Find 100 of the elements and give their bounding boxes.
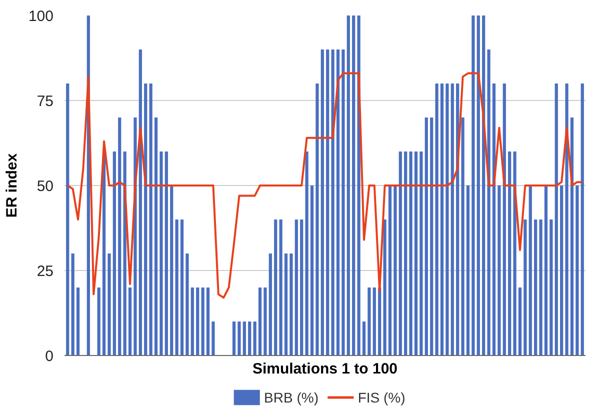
bar bbox=[544, 186, 548, 356]
bar bbox=[565, 84, 568, 356]
bar bbox=[388, 186, 392, 356]
bar bbox=[316, 84, 319, 356]
bar bbox=[450, 84, 454, 356]
bar bbox=[154, 118, 158, 356]
bar bbox=[201, 288, 204, 356]
legend-label: FIS (%) bbox=[358, 390, 406, 406]
bar bbox=[378, 288, 382, 356]
bar bbox=[414, 152, 418, 356]
bar bbox=[482, 16, 486, 356]
bar bbox=[248, 322, 252, 356]
bar bbox=[560, 186, 564, 356]
y-tick-label: 75 bbox=[36, 93, 54, 110]
bar bbox=[175, 220, 178, 356]
bar bbox=[97, 288, 100, 356]
bar bbox=[502, 84, 506, 356]
bar bbox=[186, 254, 189, 356]
bar bbox=[160, 152, 163, 356]
bar bbox=[206, 288, 210, 356]
bar bbox=[394, 186, 397, 356]
bar bbox=[352, 16, 356, 356]
bar bbox=[310, 186, 314, 356]
bar bbox=[357, 16, 360, 356]
line-series bbox=[66, 72, 584, 299]
bar bbox=[196, 288, 200, 356]
bar bbox=[362, 322, 366, 356]
bar bbox=[487, 50, 490, 356]
bar bbox=[326, 50, 330, 356]
y-tick-label: 50 bbox=[36, 178, 54, 195]
bar bbox=[534, 220, 538, 356]
bar bbox=[383, 220, 386, 356]
bar bbox=[279, 220, 282, 356]
y-axis-title: ER index bbox=[3, 152, 20, 218]
bar bbox=[108, 254, 111, 356]
bar bbox=[368, 288, 371, 356]
bar bbox=[409, 152, 412, 356]
bar bbox=[570, 118, 574, 356]
bar bbox=[238, 322, 241, 356]
bar bbox=[180, 220, 184, 356]
bar bbox=[232, 322, 236, 356]
bar bbox=[71, 254, 74, 356]
bar bbox=[149, 84, 152, 356]
bar bbox=[539, 220, 542, 356]
bar bbox=[76, 288, 80, 356]
bar bbox=[118, 118, 122, 356]
bar bbox=[294, 220, 298, 356]
y-tick-label: 25 bbox=[36, 263, 54, 280]
bar bbox=[404, 152, 408, 356]
bar bbox=[424, 118, 428, 356]
bar bbox=[398, 152, 402, 356]
bar bbox=[274, 220, 278, 356]
bar bbox=[550, 220, 553, 356]
bar bbox=[268, 254, 272, 356]
bar bbox=[476, 16, 480, 356]
bar bbox=[576, 186, 579, 356]
legend-label: BRB (%) bbox=[264, 390, 318, 406]
bar bbox=[331, 50, 334, 356]
bar bbox=[554, 84, 558, 356]
bar bbox=[66, 84, 70, 356]
bar bbox=[290, 254, 293, 356]
bar bbox=[446, 84, 449, 356]
bar bbox=[342, 50, 345, 356]
bar bbox=[164, 152, 168, 356]
bar bbox=[420, 152, 423, 356]
y-tick-label: 0 bbox=[45, 348, 54, 365]
bar bbox=[112, 152, 116, 356]
bar bbox=[498, 186, 501, 356]
bar bbox=[242, 322, 246, 356]
bar bbox=[528, 186, 532, 356]
bar bbox=[508, 152, 512, 356]
bar bbox=[320, 50, 324, 356]
bar bbox=[440, 84, 444, 356]
bar bbox=[372, 288, 376, 356]
bar bbox=[472, 16, 475, 356]
bar bbox=[144, 84, 148, 356]
bar bbox=[435, 84, 438, 356]
bar bbox=[253, 322, 256, 356]
bar bbox=[346, 16, 350, 356]
bar bbox=[170, 186, 174, 356]
bar bbox=[284, 254, 288, 356]
bar bbox=[580, 84, 584, 356]
bar bbox=[492, 84, 496, 356]
bar bbox=[190, 288, 194, 356]
bar bbox=[430, 118, 434, 356]
bar bbox=[518, 288, 522, 356]
bar bbox=[466, 186, 470, 356]
bar bbox=[305, 152, 308, 356]
bar bbox=[336, 50, 340, 356]
y-tick-label: 100 bbox=[28, 8, 54, 25]
bar bbox=[513, 152, 516, 356]
x-axis-title: Simulations 1 to 100 bbox=[252, 360, 398, 378]
bar bbox=[138, 50, 142, 356]
bar bbox=[524, 220, 527, 356]
bar bbox=[461, 118, 464, 356]
bar bbox=[300, 220, 304, 356]
bar bbox=[264, 288, 267, 356]
bar bbox=[128, 288, 132, 356]
bar bbox=[258, 288, 262, 356]
bar bbox=[212, 322, 215, 356]
